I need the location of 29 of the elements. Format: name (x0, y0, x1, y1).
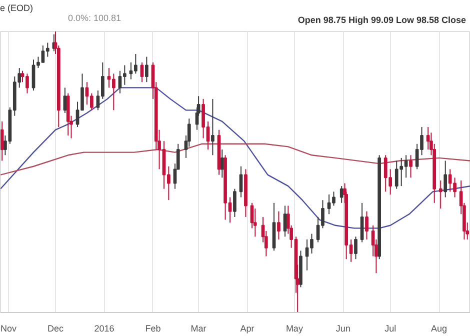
candlestick (277, 210, 280, 240)
candlestick (444, 160, 448, 198)
candlestick (145, 56, 148, 83)
candlestick (220, 149, 224, 178)
candlestick (354, 236, 358, 260)
candlestick (438, 180, 442, 210)
x-tick-label: Jul (384, 324, 396, 334)
x-tick-label: May (286, 324, 304, 334)
text: Open 98.75 High 99.09 Low 98.58 Close (298, 14, 466, 27)
x-tick-label: 2016 (94, 324, 114, 334)
x-tick-label: Feb (145, 324, 161, 334)
candlestick (63, 87, 67, 114)
candlestick (0, 120, 4, 162)
x-tick-label: Aug (431, 324, 448, 334)
x-tick-label: Nov (0, 324, 18, 334)
x-tick-label: Mar (190, 324, 206, 334)
candlestick (340, 186, 344, 204)
x-tick-label: Apr (240, 324, 254, 334)
candlestick (360, 202, 364, 243)
candlestick (211, 98, 214, 156)
x-tick-label: Jun (336, 324, 350, 334)
chart-title: e (EOD) (0, 2, 34, 15)
candlestick (140, 62, 144, 83)
candlestick (233, 188, 236, 218)
text: 0.0%: 100.81 (68, 12, 122, 25)
candlestick (365, 210, 368, 240)
candlestick (409, 154, 412, 178)
x-tick-label: Dec (48, 324, 64, 334)
candlestick (283, 205, 287, 238)
